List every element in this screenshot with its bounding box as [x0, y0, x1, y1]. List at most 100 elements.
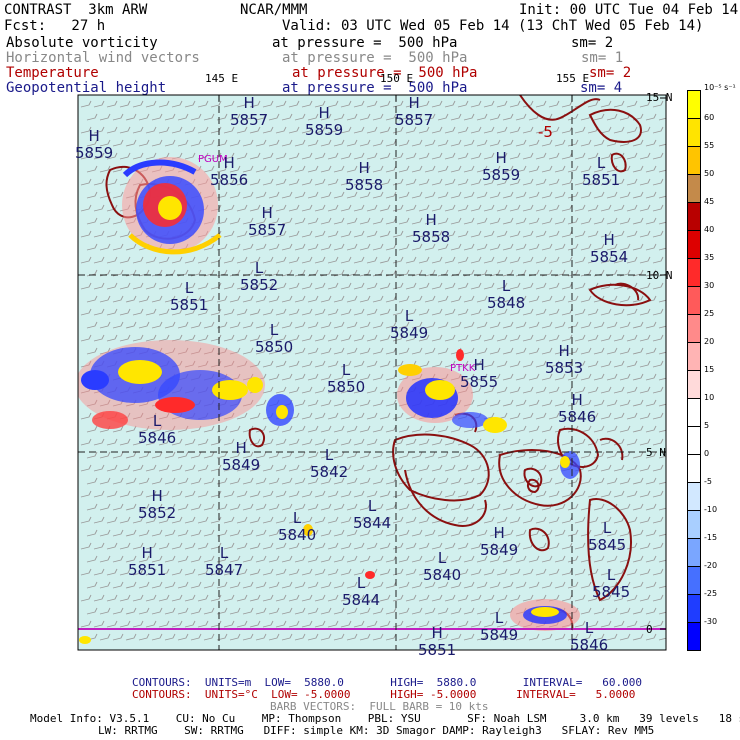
wind-barb: [398, 503, 410, 511]
wind-barb: [541, 451, 553, 459]
wind-barb: [645, 139, 657, 147]
wind-barb: [658, 481, 666, 485]
wind-barb: [340, 464, 352, 472]
wind-barb: [294, 373, 306, 381]
wind-barb: [268, 347, 280, 355]
wind-barb: [190, 113, 202, 121]
wind-barb: [489, 243, 501, 251]
wind-barb: [268, 295, 280, 303]
wind-barb: [509, 542, 521, 550]
wind-barb: [203, 243, 215, 251]
height-low-label: L 5846: [570, 620, 608, 654]
colorbar-swatch: [687, 258, 701, 287]
wind-barb: [567, 633, 579, 641]
wind-barb: [301, 360, 313, 368]
wind-barb: [249, 412, 261, 420]
wind-barb: [210, 516, 222, 524]
wind-barb: [184, 620, 196, 628]
wind-barb: [138, 581, 150, 589]
wind-barb: [476, 165, 488, 173]
wind-barb: [249, 464, 261, 472]
wind-barb: [236, 438, 248, 446]
wind-barb: [314, 360, 326, 368]
colorbar-level-label: 5: [704, 421, 710, 430]
wind-barb: [509, 568, 521, 576]
wind-barb: [613, 126, 625, 134]
wind-barb: [86, 451, 98, 459]
wind-barb: [522, 386, 534, 394]
wind-barb: [138, 321, 150, 329]
wind-barb: [613, 178, 625, 186]
wind-barb: [483, 594, 495, 602]
wind-barb: [593, 217, 605, 225]
wind-barb: [80, 282, 92, 290]
wind-barb: [236, 126, 248, 134]
wind-barb: [86, 347, 98, 355]
wind-barb: [444, 464, 456, 472]
wind-barb: [600, 490, 612, 498]
colorbar-level-label: 50: [704, 169, 715, 178]
wind-barb: [639, 412, 651, 420]
wind-barb: [463, 295, 475, 303]
wind-barb: [158, 282, 170, 290]
wind-barb: [405, 334, 417, 342]
wind-barb: [489, 191, 501, 199]
wind-barb: [262, 334, 274, 342]
wind-barb: [626, 516, 638, 524]
wind-barb: [236, 594, 248, 602]
colorbar-level-label: 20: [704, 337, 715, 346]
wind-barb: [197, 334, 209, 342]
wind-barb: [106, 126, 118, 134]
wind-barb: [431, 490, 443, 498]
wind-barb: [125, 113, 137, 121]
colorbar-swatch: [687, 202, 701, 231]
wind-barb: [548, 100, 560, 108]
wind-barb: [216, 217, 228, 225]
wind-barb: [275, 438, 287, 446]
field-name-wind: Horizontal wind vectors: [6, 50, 200, 66]
wind-barb: [229, 295, 241, 303]
wind-barb: [288, 308, 300, 316]
wind-barb: [554, 529, 566, 537]
wind-barb: [125, 477, 137, 485]
wind-barb: [528, 373, 540, 381]
wind-barb: [483, 542, 495, 550]
wind-barb: [112, 321, 124, 329]
wind-barb: [593, 191, 605, 199]
wind-barb: [307, 347, 319, 355]
wind-barb: [320, 243, 332, 251]
wind-barb: [372, 191, 384, 199]
wind-barb: [99, 295, 111, 303]
wind-barb: [476, 321, 488, 329]
wind-barb: [502, 555, 514, 563]
wind-barb: [457, 308, 469, 316]
wind-barb: [574, 256, 586, 264]
wind-barb: [600, 594, 612, 602]
wind-barb: [327, 568, 339, 576]
wind-barb: [242, 581, 254, 589]
height-low-label: L 5842: [310, 447, 348, 481]
wind-barb: [268, 191, 280, 199]
wind-barb: [574, 438, 586, 446]
wind-barb: [652, 126, 664, 134]
wind-barb: [327, 308, 339, 316]
wind-barb: [359, 139, 371, 147]
wind-barb: [333, 529, 345, 537]
wind-barb: [333, 217, 345, 225]
wind-barb: [216, 269, 228, 277]
wind-barb: [106, 490, 118, 498]
wind-barb: [177, 139, 189, 147]
wind-barb: [203, 607, 215, 615]
wind-barb: [366, 516, 378, 524]
wind-barb: [93, 334, 105, 342]
wind-barb: [658, 377, 666, 381]
wind-barb: [658, 117, 666, 121]
wind-barb: [632, 139, 644, 147]
wind-barb: [567, 529, 579, 537]
wind-barb: [229, 633, 241, 641]
wind-barb: [509, 334, 521, 342]
wind-barb: [587, 230, 599, 238]
wind-barb: [515, 399, 527, 407]
wind-barb: [333, 607, 345, 615]
wind-barb: [307, 451, 319, 459]
